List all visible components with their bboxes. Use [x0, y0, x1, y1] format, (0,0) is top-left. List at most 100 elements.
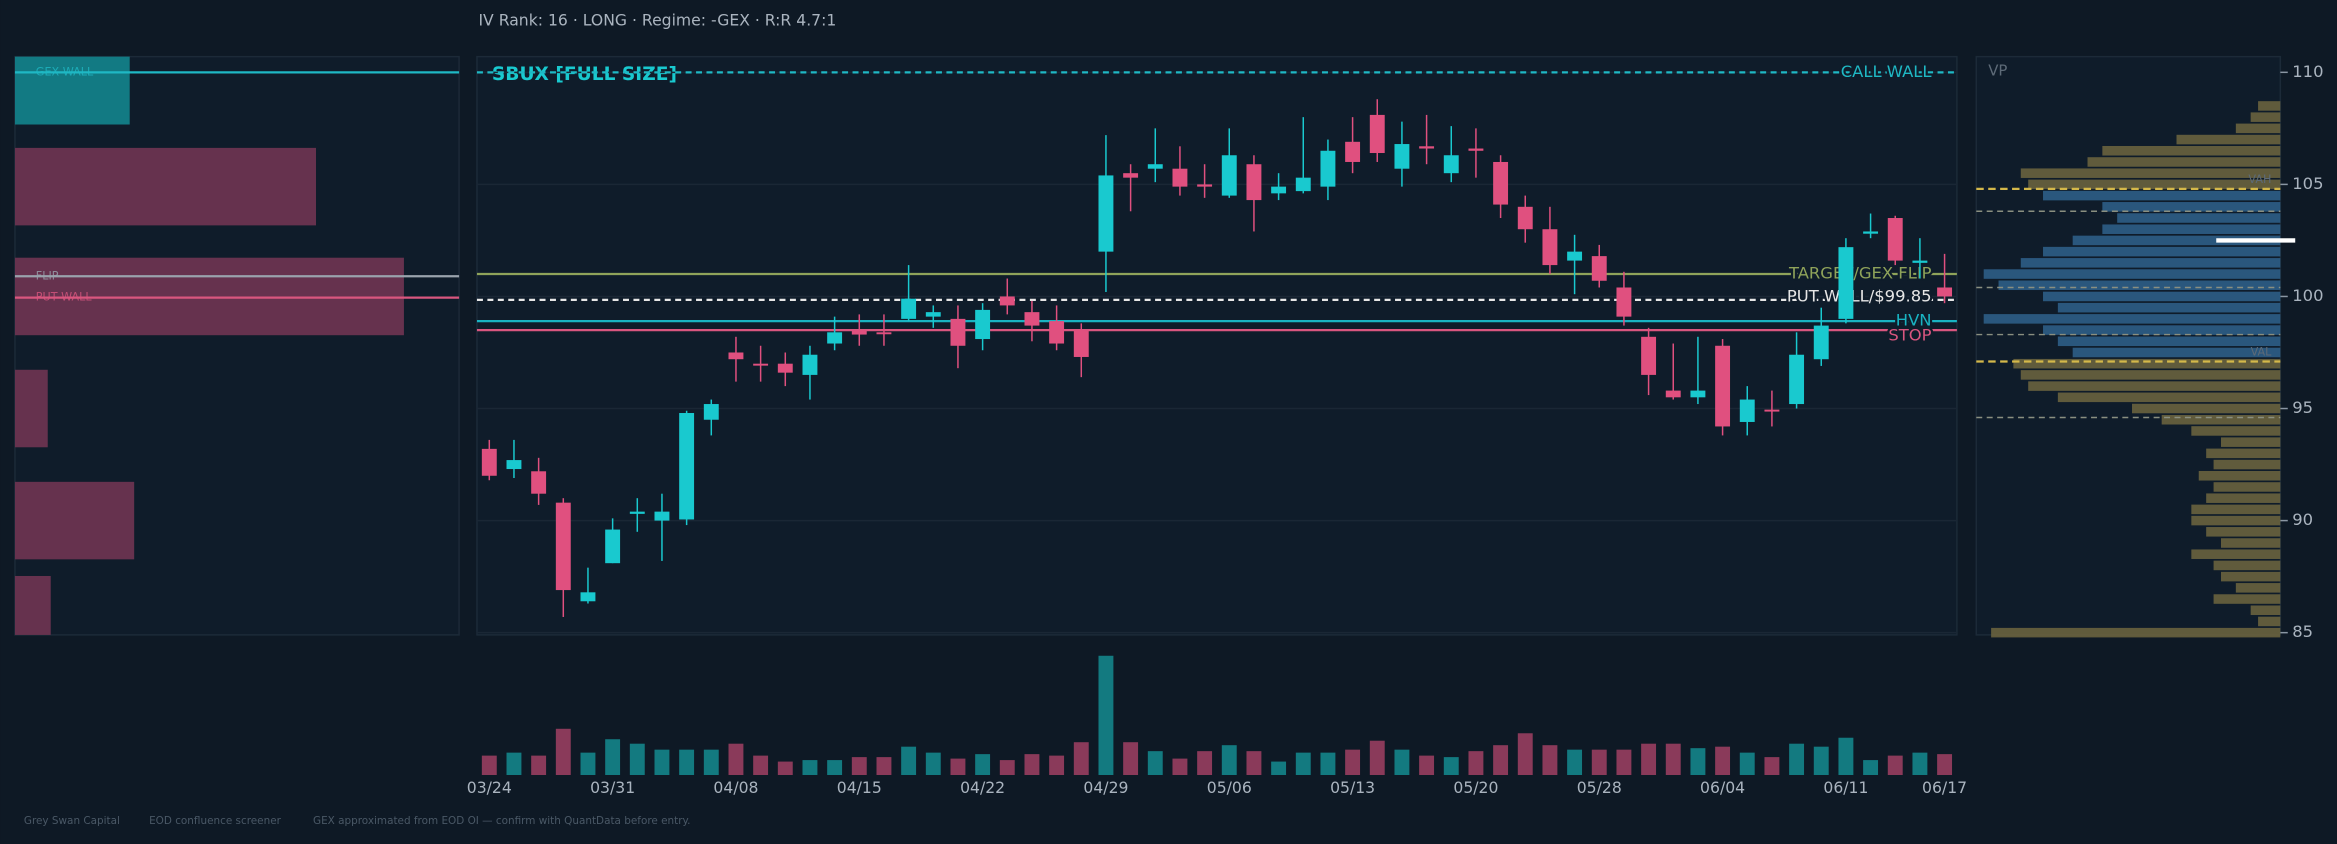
y-tick-label: 105 — [2292, 174, 2323, 193]
volume-bar — [753, 755, 769, 775]
volume-bar — [876, 757, 892, 775]
vp-label: VP — [1988, 62, 2007, 80]
volume-bar — [1098, 655, 1114, 775]
candle-body — [1197, 184, 1213, 187]
level-label: PUT WALL/$99.85 — [1787, 286, 1932, 305]
candle-body — [1320, 150, 1336, 187]
x-tick-label: 06/17 — [1922, 778, 1967, 797]
gex-bar — [14, 481, 135, 560]
candle-body — [1912, 260, 1928, 263]
volume-bar — [1320, 752, 1336, 775]
vp-bar — [2258, 616, 2281, 627]
candle-body — [1838, 247, 1854, 319]
volume-bar — [1246, 751, 1262, 775]
candle-body — [1468, 148, 1484, 151]
chart-title: SBUX [FULL SIZE] — [492, 64, 677, 85]
vp-bar — [2028, 381, 2281, 391]
candle-body — [901, 298, 917, 319]
candle-body — [531, 471, 547, 494]
vp-bar — [2176, 134, 2281, 145]
y-tick-label: 85 — [2292, 622, 2313, 641]
volume-bar — [679, 749, 695, 775]
level-label: TARGET/GEX FLIP — [1788, 264, 1932, 283]
volume-bar — [654, 749, 670, 775]
volume-bar — [1271, 761, 1287, 775]
y-tick-label: 110 — [2292, 62, 2323, 81]
vp-bar — [2191, 515, 2281, 526]
vp-bar — [2235, 123, 2281, 134]
candle-body — [1567, 251, 1583, 261]
volume-bar — [1912, 752, 1928, 775]
candle-body — [1764, 409, 1780, 412]
vp-bar — [2057, 392, 2281, 403]
vp-bar — [2235, 583, 2281, 593]
candle-body — [1813, 325, 1829, 360]
candle-body — [876, 332, 892, 335]
volume-bar — [1172, 758, 1188, 775]
volume-bar — [1049, 755, 1065, 775]
candle-body — [1345, 141, 1361, 162]
volume-bar — [1641, 743, 1657, 775]
candle-body — [1542, 229, 1558, 266]
candle-body — [1517, 206, 1533, 230]
volume-bar — [1937, 754, 1953, 775]
vp-bar — [2198, 470, 2281, 481]
volume-bar — [827, 760, 843, 775]
vp-bar — [2191, 549, 2281, 559]
candle-body — [1098, 175, 1114, 252]
vp-bar — [2013, 358, 2281, 369]
candle-body — [1665, 390, 1681, 398]
candle-body — [975, 309, 991, 340]
volume-bar — [802, 760, 818, 775]
volume-bar — [950, 758, 966, 775]
candle-body — [703, 404, 719, 420]
candle-body — [555, 502, 571, 591]
vp-bar — [1991, 627, 2281, 638]
vp-bar — [2213, 594, 2281, 604]
candle-body — [1493, 161, 1509, 205]
volume-bar — [999, 760, 1015, 775]
candle-body — [580, 592, 596, 602]
volume-bar — [1789, 743, 1805, 775]
vp-bar — [2087, 157, 2281, 167]
candle-body — [1690, 390, 1706, 398]
volume-bar — [1123, 742, 1139, 775]
footer: EOD confluence screener — [149, 815, 282, 827]
vp-bar — [2117, 213, 2281, 223]
candle-body — [728, 352, 744, 360]
candle-body — [1394, 144, 1410, 169]
volume-bar — [1863, 760, 1879, 775]
volume-bar — [629, 743, 645, 775]
volume-bar — [1517, 733, 1533, 775]
vp-bar — [2213, 459, 2281, 470]
x-tick-label: 05/13 — [1330, 778, 1375, 797]
volume-bar — [605, 739, 621, 775]
x-tick-label: 04/08 — [713, 778, 758, 797]
vp-bar — [1983, 269, 2281, 279]
level-label: HVN — [1896, 311, 1932, 330]
vp-bar — [2043, 291, 2281, 302]
candle-body — [851, 330, 867, 335]
gex-level-label: GEX WALL — [36, 65, 94, 78]
volume-bar — [580, 752, 596, 775]
volume-bar — [1542, 745, 1558, 775]
candle-body — [1591, 256, 1607, 281]
vp-bar — [2191, 504, 2281, 515]
vp-bar — [2020, 168, 2281, 178]
level-label: CALL WALL — [1841, 62, 1933, 81]
candle-body — [1937, 287, 1953, 297]
candle-body — [1295, 177, 1311, 192]
volume-bar — [1197, 751, 1213, 775]
volume-bar — [1715, 746, 1731, 775]
candle-body — [654, 511, 670, 521]
vp-bar — [2102, 146, 2281, 156]
x-tick-label: 03/24 — [467, 778, 512, 797]
x-tick-label: 05/20 — [1453, 778, 1498, 797]
volume-bar — [1345, 749, 1361, 775]
vp-bar — [1983, 314, 2281, 324]
vp-bar — [2161, 414, 2281, 425]
vp-bar — [2043, 246, 2281, 257]
gex-bar — [14, 147, 317, 226]
